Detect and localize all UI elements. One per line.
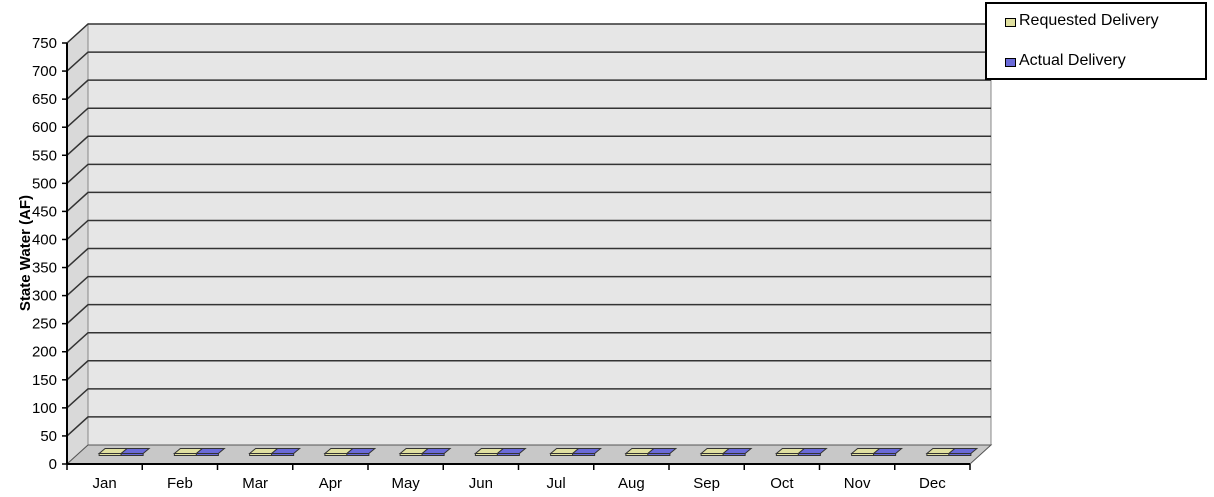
bar-top-actual-aug <box>646 448 678 454</box>
x-tick-label-may: May <box>391 475 420 492</box>
x-tick-label-apr: Apr <box>319 475 342 492</box>
x-tick-label-feb: Feb <box>167 475 193 492</box>
bar-top-actual-sep <box>721 448 753 454</box>
x-tick-label-nov: Nov <box>844 475 871 492</box>
gridline-500 <box>66 163 991 184</box>
bar-top-actual-apr <box>345 448 377 454</box>
x-tick-label-mar: Mar <box>242 475 268 492</box>
bar-top-actual-jan <box>119 448 151 454</box>
bar-top-actual-feb <box>194 448 226 454</box>
y-tick-label-550: 550 <box>32 147 57 164</box>
x-axis-ticks: Jan Feb Mar Apr May Jun Jul Aug Sep Oct Nov Dec <box>66 464 971 492</box>
legend-item-actual: Actual Delivery <box>1005 52 1126 70</box>
bar-top-actual-mar <box>270 448 302 454</box>
gridline-200 <box>66 331 991 353</box>
y-tick-label-0: 0 <box>49 456 57 473</box>
gridline-550 <box>66 135 991 156</box>
gridlines <box>66 23 991 437</box>
chart-back-wall <box>87 23 992 446</box>
bar-top-actual-jun <box>495 448 527 454</box>
x-tick-label-sep: Sep <box>693 475 720 492</box>
bar-top-actual-oct <box>796 448 828 454</box>
legend-label-actual: Actual Delivery <box>1019 52 1126 69</box>
x-tick-label-jul: Jul <box>547 475 566 492</box>
y-tick-label-350: 350 <box>32 260 57 277</box>
y-tick-label-500: 500 <box>32 175 57 192</box>
y-tick-label-50: 50 <box>40 428 57 445</box>
y-tick-label-150: 150 <box>32 372 57 389</box>
gridline-350 <box>66 247 991 269</box>
bar-top-actual-nov <box>872 448 904 454</box>
gridline-450 <box>66 191 991 212</box>
gridline-50 <box>66 416 991 437</box>
y-axis-title: State Water (AF) <box>17 195 34 311</box>
bar-top-actual-dec <box>947 448 979 454</box>
gridline-700 <box>66 51 991 72</box>
y-tick-label-700: 700 <box>32 63 57 80</box>
y-tick-label-600: 600 <box>32 119 57 136</box>
gridline-600 <box>66 107 991 128</box>
y-axis-ticks: 0 50 100 150 200 250 300 350 400 450 500 550 600 650 7… <box>32 35 67 473</box>
bar-top-actual-may <box>420 448 452 454</box>
y-tick-label-650: 650 <box>32 91 57 108</box>
bar-top-actual-jul <box>571 448 603 454</box>
gridline-400 <box>66 219 991 241</box>
x-tick-label-aug: Aug <box>618 475 645 492</box>
gridline-100 <box>66 388 991 409</box>
legend: Requested Delivery Actual Delivery <box>985 2 1207 80</box>
y-tick-label-250: 250 <box>32 316 57 333</box>
x-tick-label-oct: Oct <box>770 475 794 492</box>
legend-label-requested: Requested Delivery <box>1019 12 1159 29</box>
legend-item-requested: Requested Delivery <box>1005 12 1159 30</box>
gridline-250 <box>66 303 991 325</box>
gridline-750 <box>66 23 991 44</box>
x-tick-label-jun: Jun <box>469 475 493 492</box>
y-tick-label-200: 200 <box>32 344 57 361</box>
y-tick-label-750: 750 <box>32 35 57 52</box>
legend-swatch-requested <box>1005 18 1016 27</box>
y-tick-label-300: 300 <box>32 288 57 305</box>
x-tick-label-jan: Jan <box>93 475 117 492</box>
y-tick-label-450: 450 <box>32 203 57 220</box>
x-tick-label-dec: Dec <box>919 475 946 492</box>
y-tick-label-100: 100 <box>32 400 57 417</box>
legend-swatch-actual <box>1005 58 1016 67</box>
y-tick-label-400: 400 <box>32 231 57 248</box>
bars <box>97 448 979 456</box>
gridline-150 <box>66 360 991 381</box>
gridline-650 <box>66 79 991 100</box>
gridline-300 <box>66 275 991 297</box>
